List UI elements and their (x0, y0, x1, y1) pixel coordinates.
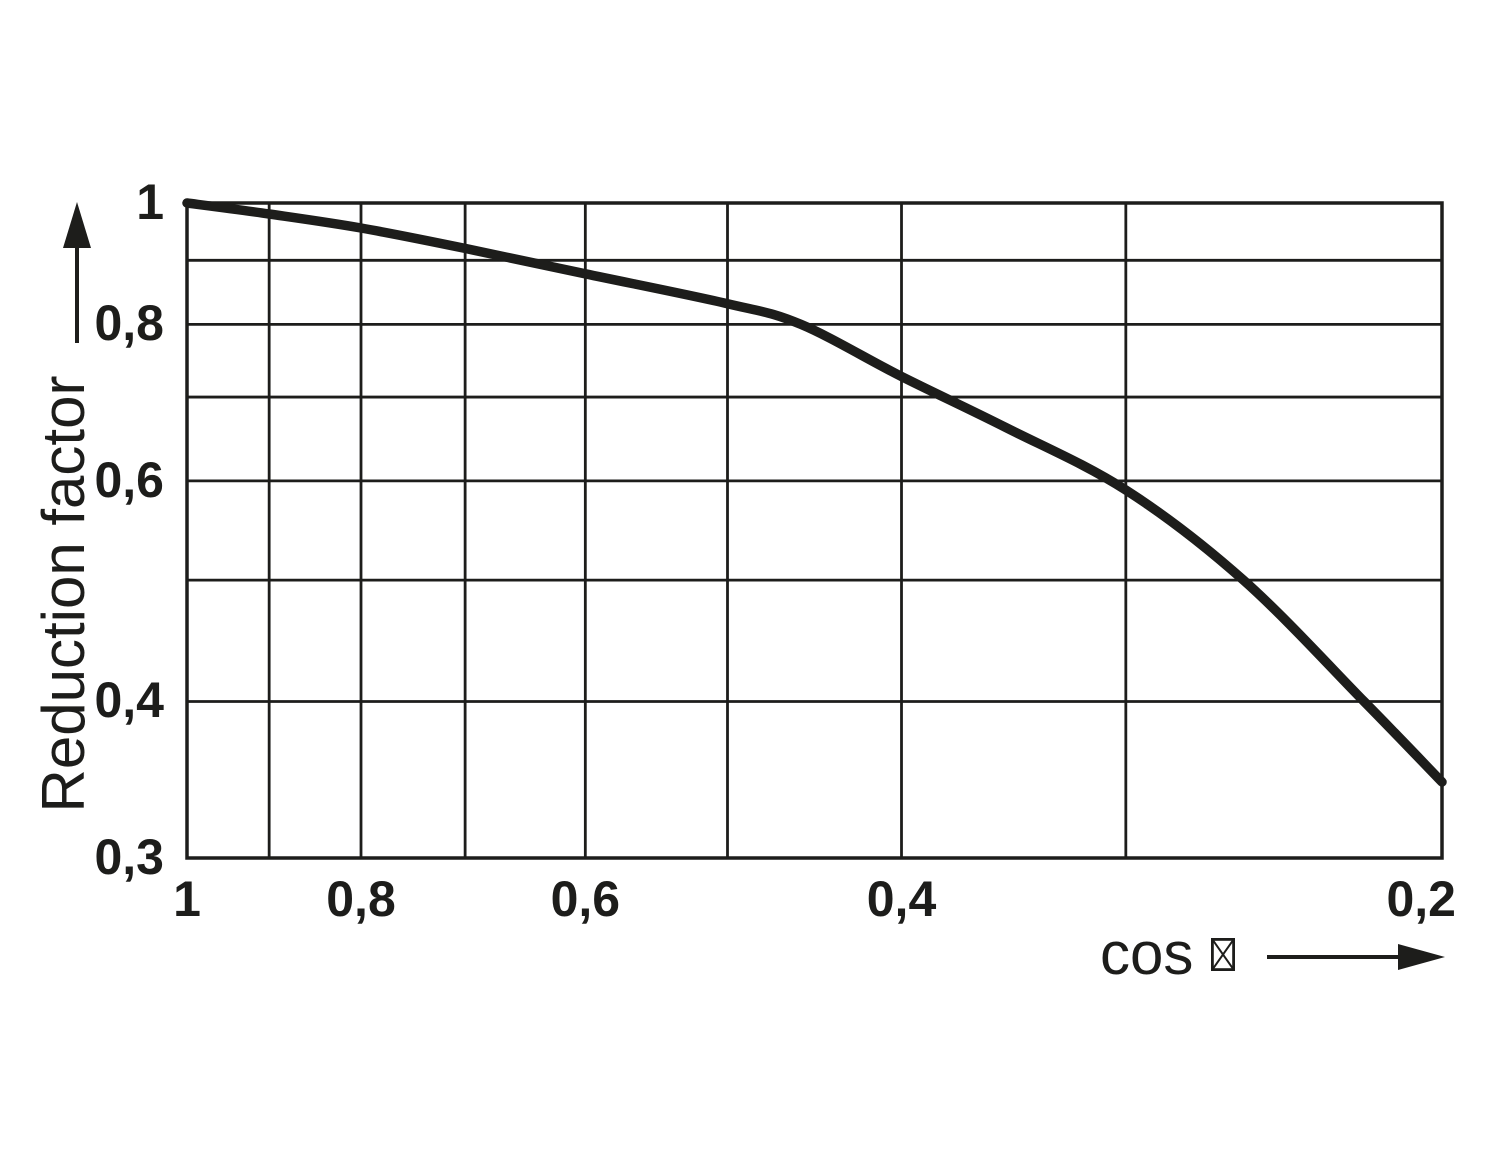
y-tick-label: 0,6 (94, 451, 164, 508)
y-tick-label: 0,4 (94, 672, 164, 729)
y-axis-arrow-up-icon (63, 202, 91, 343)
gridlines (185, 201, 1444, 860)
x-axis-title: cos (1100, 920, 1194, 987)
y-tick-label: 0,3 (94, 829, 164, 885)
x-axis-arrow-right-icon (1267, 944, 1445, 970)
y-tick-label: 1 (136, 174, 164, 230)
y-arrow-head (63, 202, 91, 248)
x-tick-label: 0,2 (1386, 871, 1456, 927)
x-tick-label: 1 (173, 871, 201, 927)
phi-missing-glyph-icon (1211, 937, 1236, 971)
y-axis-title: Reduction factor (30, 375, 97, 813)
x-tick-label: 0,8 (326, 871, 396, 927)
plot-border (185, 201, 1444, 860)
x-axis-title-group: cos (1100, 916, 1236, 992)
x-tick-label: 0,6 (550, 871, 621, 927)
reduction-factor-curve (182, 198, 1447, 787)
x-tick-label: 0,4 (866, 871, 937, 927)
x-arrow-head (1398, 944, 1445, 970)
y-tick-label: 0,8 (94, 295, 164, 352)
